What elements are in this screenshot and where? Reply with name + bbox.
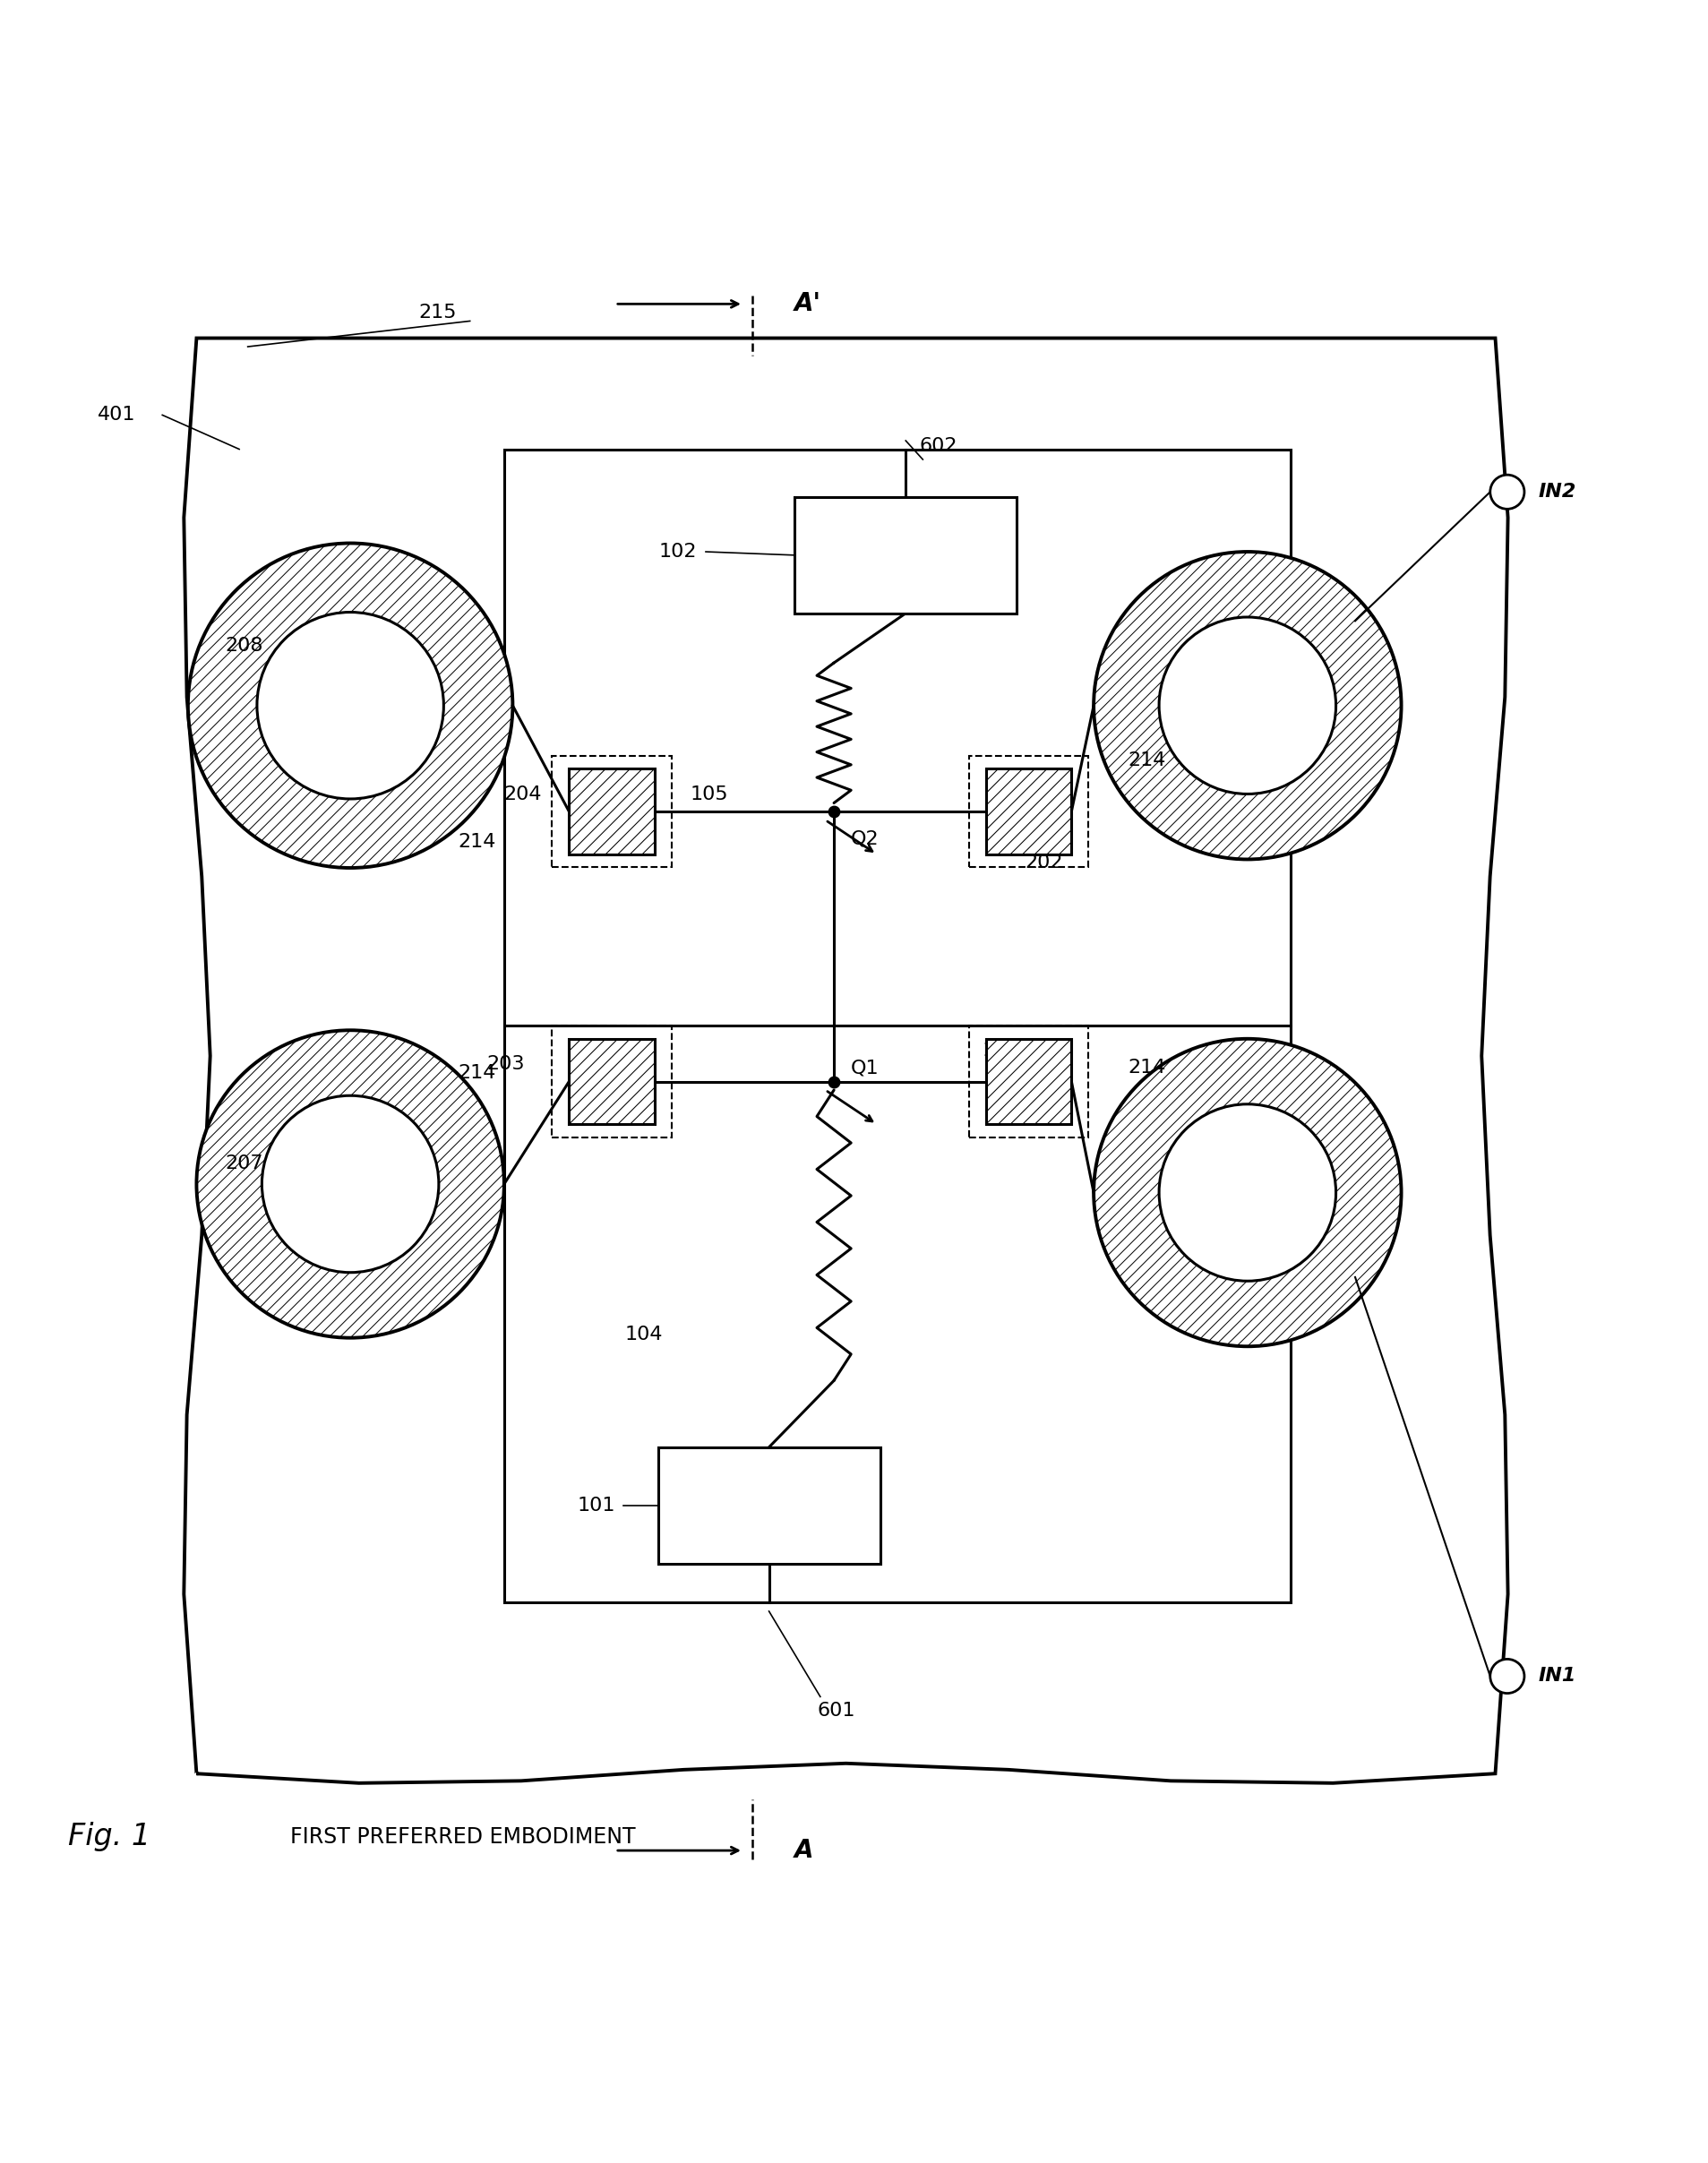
- Text: 215: 215: [418, 303, 456, 322]
- Bar: [986, 768, 1071, 854]
- Text: 208: 208: [225, 636, 263, 655]
- Circle shape: [256, 612, 444, 798]
- Text: 214: 214: [458, 1064, 495, 1082]
- Bar: [504, 450, 1290, 1603]
- Text: A: A: [794, 1839, 813, 1862]
- Text: 201: 201: [982, 1043, 1020, 1060]
- Text: 101: 101: [577, 1497, 615, 1514]
- Bar: [658, 1447, 880, 1564]
- Bar: [552, 755, 671, 867]
- Text: 206: 206: [1284, 744, 1322, 761]
- Circle shape: [188, 543, 512, 867]
- Text: 207: 207: [225, 1155, 263, 1172]
- Bar: [968, 755, 1088, 867]
- Text: 602: 602: [919, 437, 956, 454]
- Bar: [569, 768, 654, 854]
- Circle shape: [1093, 552, 1401, 859]
- Text: 105: 105: [690, 785, 728, 802]
- Circle shape: [1093, 1038, 1401, 1345]
- Bar: [968, 1025, 1088, 1138]
- Circle shape: [261, 1097, 439, 1272]
- Text: 102: 102: [659, 543, 697, 560]
- Text: 203: 203: [487, 1056, 524, 1073]
- Text: 401: 401: [97, 407, 135, 424]
- Text: 204: 204: [504, 785, 541, 802]
- Text: IN1: IN1: [1537, 1668, 1575, 1685]
- Circle shape: [1158, 616, 1336, 794]
- Text: 205: 205: [1284, 1157, 1322, 1177]
- Circle shape: [1158, 1103, 1336, 1280]
- Text: 214: 214: [1127, 1060, 1165, 1077]
- Text: Q1: Q1: [851, 1060, 880, 1077]
- Circle shape: [196, 1030, 504, 1339]
- Text: Fig. 1: Fig. 1: [68, 1821, 150, 1852]
- Bar: [552, 1025, 671, 1138]
- Text: 601: 601: [816, 1702, 854, 1720]
- PathPatch shape: [184, 337, 1506, 1782]
- Circle shape: [1489, 476, 1524, 508]
- Text: IN2: IN2: [1537, 482, 1575, 502]
- Bar: [986, 1038, 1071, 1125]
- Text: A': A': [794, 292, 822, 316]
- Text: 104: 104: [625, 1326, 663, 1343]
- Bar: [794, 497, 1016, 614]
- Circle shape: [1489, 1659, 1524, 1694]
- Bar: [569, 1038, 654, 1125]
- Text: FIRST PREFERRED EMBODIMENT: FIRST PREFERRED EMBODIMENT: [290, 1826, 635, 1847]
- Text: 214: 214: [458, 833, 495, 852]
- Text: 214: 214: [1127, 751, 1165, 770]
- Text: 202: 202: [1025, 854, 1062, 872]
- Text: Q2: Q2: [851, 831, 880, 848]
